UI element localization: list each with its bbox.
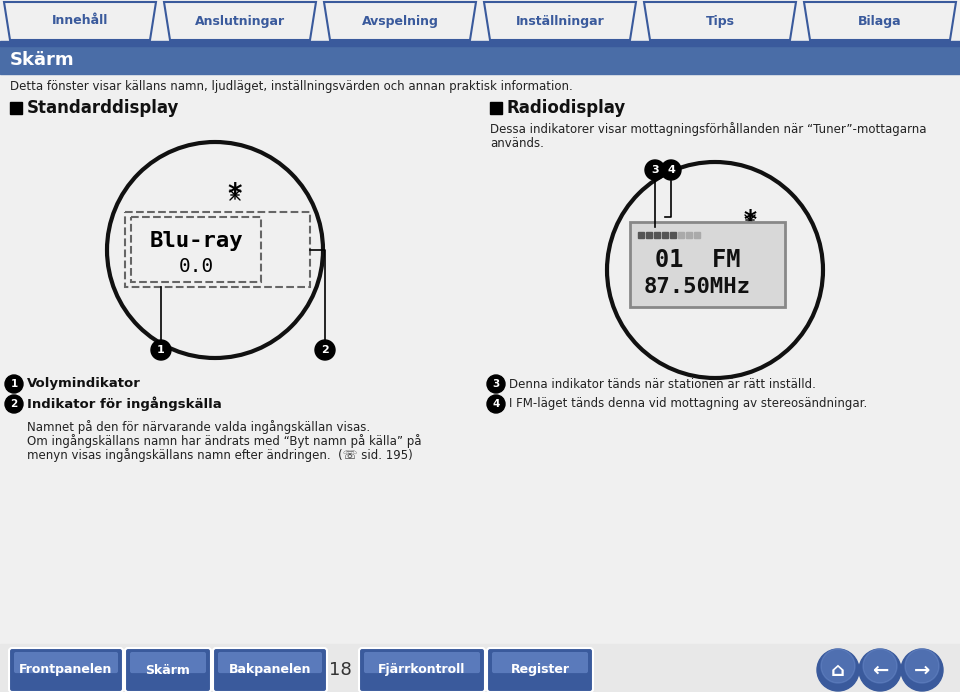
Text: Skärm: Skärm <box>10 51 75 69</box>
Text: Bilaga: Bilaga <box>858 15 901 28</box>
Circle shape <box>863 649 897 683</box>
Text: Bakpanelen: Bakpanelen <box>228 664 311 677</box>
Bar <box>125 212 310 287</box>
Text: *: * <box>743 208 756 232</box>
Text: 87.50MHz: 87.50MHz <box>644 277 751 297</box>
Circle shape <box>645 160 665 180</box>
Circle shape <box>817 649 859 691</box>
Text: 0.0: 0.0 <box>179 257 214 277</box>
FancyBboxPatch shape <box>130 652 206 673</box>
FancyBboxPatch shape <box>213 648 327 692</box>
Text: Denna indikator tänds när stationen är rätt inställd.: Denna indikator tänds när stationen är r… <box>509 378 816 390</box>
Text: →: → <box>914 660 930 680</box>
Text: 1: 1 <box>157 345 165 355</box>
Text: menyn visas ingångskällans namn efter ändringen.  (☏ sid. 195): menyn visas ingångskällans namn efter än… <box>27 448 413 462</box>
Polygon shape <box>644 2 796 40</box>
Circle shape <box>5 375 23 393</box>
Bar <box>0 644 960 692</box>
Text: Tips: Tips <box>706 15 734 28</box>
Text: ←: ← <box>872 660 888 680</box>
Text: 4: 4 <box>492 399 500 409</box>
Text: I FM-läget tänds denna vid mottagning av stereosändningar.: I FM-läget tänds denna vid mottagning av… <box>509 397 867 410</box>
Polygon shape <box>164 2 316 40</box>
Text: Radiodisplay: Radiodisplay <box>507 99 626 117</box>
Bar <box>654 232 660 238</box>
Bar <box>490 102 502 114</box>
Circle shape <box>315 340 335 360</box>
FancyBboxPatch shape <box>125 648 211 692</box>
Text: Frontpanelen: Frontpanelen <box>19 664 112 677</box>
Polygon shape <box>804 2 956 40</box>
Text: Namnet på den för närvarande valda ingångskällan visas.: Namnet på den för närvarande valda ingån… <box>27 420 371 434</box>
Circle shape <box>905 649 939 683</box>
Text: används.: används. <box>490 137 544 150</box>
Circle shape <box>901 649 943 691</box>
Text: Skärm: Skärm <box>146 664 190 677</box>
Bar <box>638 232 644 238</box>
FancyBboxPatch shape <box>364 652 480 673</box>
Text: Inställningar: Inställningar <box>516 15 605 28</box>
Bar <box>630 222 785 307</box>
Text: 2: 2 <box>322 345 329 355</box>
FancyBboxPatch shape <box>14 652 118 673</box>
Text: Detta fönster visar källans namn, ljudläget, inställningsvärden och annan prakti: Detta fönster visar källans namn, ljudlä… <box>10 80 573 93</box>
Circle shape <box>5 395 23 413</box>
Polygon shape <box>484 2 636 40</box>
Text: *: * <box>228 181 242 209</box>
Text: Volymindikator: Volymindikator <box>27 378 141 390</box>
Bar <box>0 46 960 74</box>
Circle shape <box>487 375 505 393</box>
Circle shape <box>821 649 855 683</box>
Text: Anslutningar: Anslutningar <box>195 15 285 28</box>
Text: 2: 2 <box>11 399 17 409</box>
Bar <box>678 232 684 238</box>
Text: 01  FM: 01 FM <box>655 248 740 272</box>
Circle shape <box>487 395 505 413</box>
Text: ⌂: ⌂ <box>831 660 845 680</box>
FancyBboxPatch shape <box>218 652 322 673</box>
Circle shape <box>151 340 171 360</box>
Polygon shape <box>4 2 156 40</box>
Text: 3: 3 <box>651 165 659 175</box>
Text: Fjärrkontroll: Fjärrkontroll <box>378 664 466 677</box>
Polygon shape <box>324 2 476 40</box>
Bar <box>646 232 652 238</box>
Text: 4: 4 <box>667 165 675 175</box>
Circle shape <box>859 649 901 691</box>
Text: 3: 3 <box>492 379 499 389</box>
Text: Indikator för ingångskälla: Indikator för ingångskälla <box>27 397 222 411</box>
Text: 1: 1 <box>11 379 17 389</box>
Text: Om ingångskällans namn har ändrats med “Byt namn på källa” på: Om ingångskällans namn har ändrats med “… <box>27 434 421 448</box>
FancyBboxPatch shape <box>487 648 593 692</box>
Text: 18: 18 <box>328 661 351 679</box>
Text: Innehåll: Innehåll <box>52 15 108 28</box>
Bar <box>686 232 692 238</box>
Circle shape <box>661 160 681 180</box>
Bar <box>131 217 261 282</box>
Text: Register: Register <box>511 664 569 677</box>
Bar <box>0 41 960 46</box>
FancyBboxPatch shape <box>359 648 485 692</box>
Text: Dessa indikatorer visar mottagningsförhållanden när “Tuner”-mottagarna: Dessa indikatorer visar mottagningsförhå… <box>490 122 926 136</box>
Bar <box>10 102 22 114</box>
Bar <box>670 232 676 238</box>
Bar <box>662 232 668 238</box>
Text: Standarddisplay: Standarddisplay <box>27 99 180 117</box>
FancyBboxPatch shape <box>492 652 588 673</box>
Text: Blu-ray: Blu-ray <box>149 231 243 251</box>
FancyBboxPatch shape <box>9 648 123 692</box>
Bar <box>694 232 700 238</box>
Text: Avspelning: Avspelning <box>362 15 439 28</box>
